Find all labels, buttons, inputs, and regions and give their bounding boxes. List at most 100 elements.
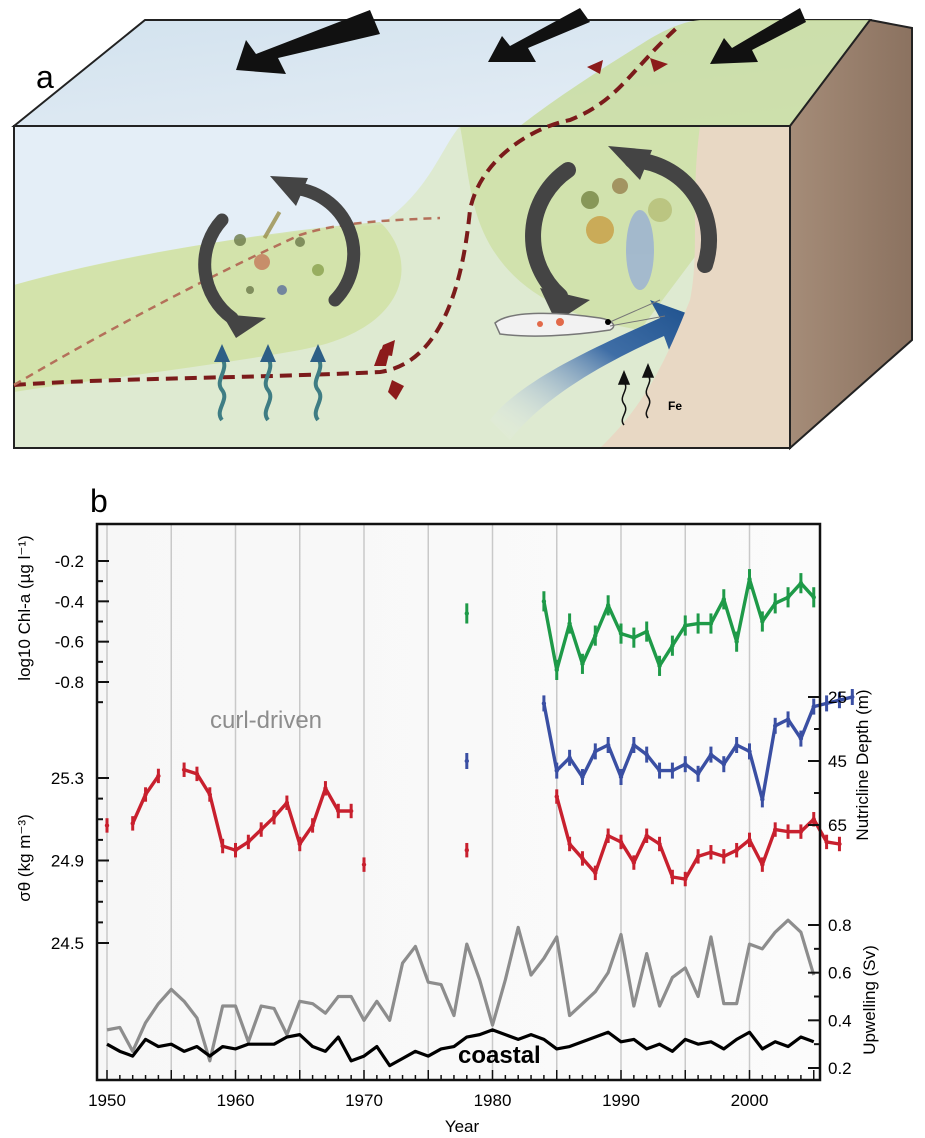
- y-tick-label: 0.8: [828, 916, 852, 935]
- wind-arrow: [236, 10, 380, 74]
- data-point: [605, 742, 611, 748]
- data-point: [811, 595, 816, 600]
- nutrient-flux-arrow: [260, 344, 276, 422]
- y-tick-label: 0.6: [828, 964, 852, 983]
- data-point: [348, 808, 354, 814]
- x-tick-label: 1990: [602, 1091, 640, 1110]
- ticks: [97, 560, 820, 1080]
- data-point: [785, 717, 791, 722]
- data-point: [580, 856, 585, 861]
- coastline: [600, 126, 790, 448]
- y-tick-label: -0.4: [55, 592, 84, 611]
- data-point: [554, 667, 559, 673]
- data-point: [554, 794, 559, 799]
- y-tick-label: -0.2: [55, 552, 84, 571]
- box-outline: [13, 125, 791, 449]
- series-line: [106, 1028, 815, 1068]
- data-point: [567, 755, 572, 760]
- data-point: [271, 814, 277, 820]
- wind-arrow: [710, 8, 806, 64]
- data-point: [721, 597, 726, 602]
- vertical-displacement-arrow: [374, 340, 404, 400]
- y-tick-label: -0.6: [55, 633, 84, 652]
- data-point: [246, 839, 251, 845]
- data-point: [194, 771, 200, 777]
- upwelling-flow-arrow: [490, 300, 700, 440]
- data-point: [464, 611, 469, 616]
- data-point: [798, 580, 804, 586]
- data-point: [721, 854, 726, 859]
- data-point: [657, 841, 662, 847]
- data-point: [824, 839, 829, 845]
- data-point: [593, 870, 598, 876]
- data-point: [760, 797, 765, 802]
- data-point: [837, 841, 842, 847]
- series-line: [183, 768, 352, 852]
- data-point: [734, 742, 739, 748]
- data-point: [233, 847, 238, 853]
- plot-frame: [95, 522, 822, 1082]
- tick-labels: 1950 1960 1970 1980 1990 2000 -0.2 -0.4 -0.6 -0.8…: [51, 552, 852, 1110]
- data-point: [657, 663, 662, 669]
- data-point: [798, 736, 804, 741]
- data-point: [284, 800, 290, 805]
- data-point: [708, 752, 714, 757]
- data-point: [618, 839, 624, 845]
- krill-illustration: [494, 299, 666, 337]
- data-point: [670, 643, 675, 648]
- y-tick-label: 24.9: [51, 852, 84, 871]
- y-tick-label: 25.3: [51, 769, 84, 788]
- data-point: [605, 603, 611, 608]
- data-point: [618, 631, 624, 636]
- density-axis-title: σθ (kg m⁻³): [15, 814, 34, 901]
- data-point: [695, 621, 701, 626]
- data-point: [785, 829, 791, 834]
- data-point: [104, 823, 110, 828]
- nutricline-dashed: [13, 23, 682, 387]
- data-point: [323, 786, 328, 791]
- data-point: [695, 771, 701, 776]
- data-point: [773, 827, 778, 832]
- data-point: [837, 698, 842, 703]
- data-point: [760, 862, 765, 867]
- data-point: [734, 847, 739, 853]
- data-point: [130, 821, 135, 826]
- data-point: [207, 792, 212, 797]
- data-point: [593, 749, 598, 754]
- data-point: [683, 876, 688, 882]
- series-line: [106, 918, 816, 1063]
- chl-axis-title: log10 Chl-a (µg l⁻¹): [15, 535, 34, 680]
- data-point: [811, 704, 816, 709]
- data-point: [708, 850, 714, 855]
- data-point: [361, 862, 367, 867]
- curl-driven-label: curl-driven: [210, 707, 322, 734]
- x-tick-label: 1970: [345, 1091, 383, 1110]
- data-point: [644, 833, 649, 838]
- upwelling-axis-title: Upwelling (Sv): [860, 945, 879, 1055]
- data-point: [143, 792, 148, 797]
- panel-a-label: a: [36, 59, 54, 95]
- y-tick-label: 24.5: [51, 934, 84, 953]
- wind-arrow: [488, 8, 590, 62]
- data-point: [605, 833, 611, 838]
- offshore-green-band: [14, 222, 402, 392]
- data-point: [670, 768, 675, 773]
- y-tick-label: 45: [828, 752, 847, 771]
- data-point: [567, 621, 572, 626]
- data-point: [541, 701, 547, 706]
- y-tick-label: 65: [828, 816, 847, 835]
- data-point: [580, 774, 585, 780]
- y-tick-label: -0.8: [55, 673, 84, 692]
- data-point: [760, 619, 765, 624]
- data-point: [644, 752, 649, 757]
- nutrient-flux-arrow: [214, 344, 230, 422]
- iron-flux-arrow: [617, 363, 655, 426]
- data-point: [747, 576, 752, 582]
- data-point: [618, 774, 624, 780]
- data-point: [683, 762, 688, 767]
- data-point: [708, 621, 714, 626]
- panel-b-label: b: [90, 483, 108, 519]
- data-point: [464, 847, 469, 853]
- data-point: [734, 639, 739, 644]
